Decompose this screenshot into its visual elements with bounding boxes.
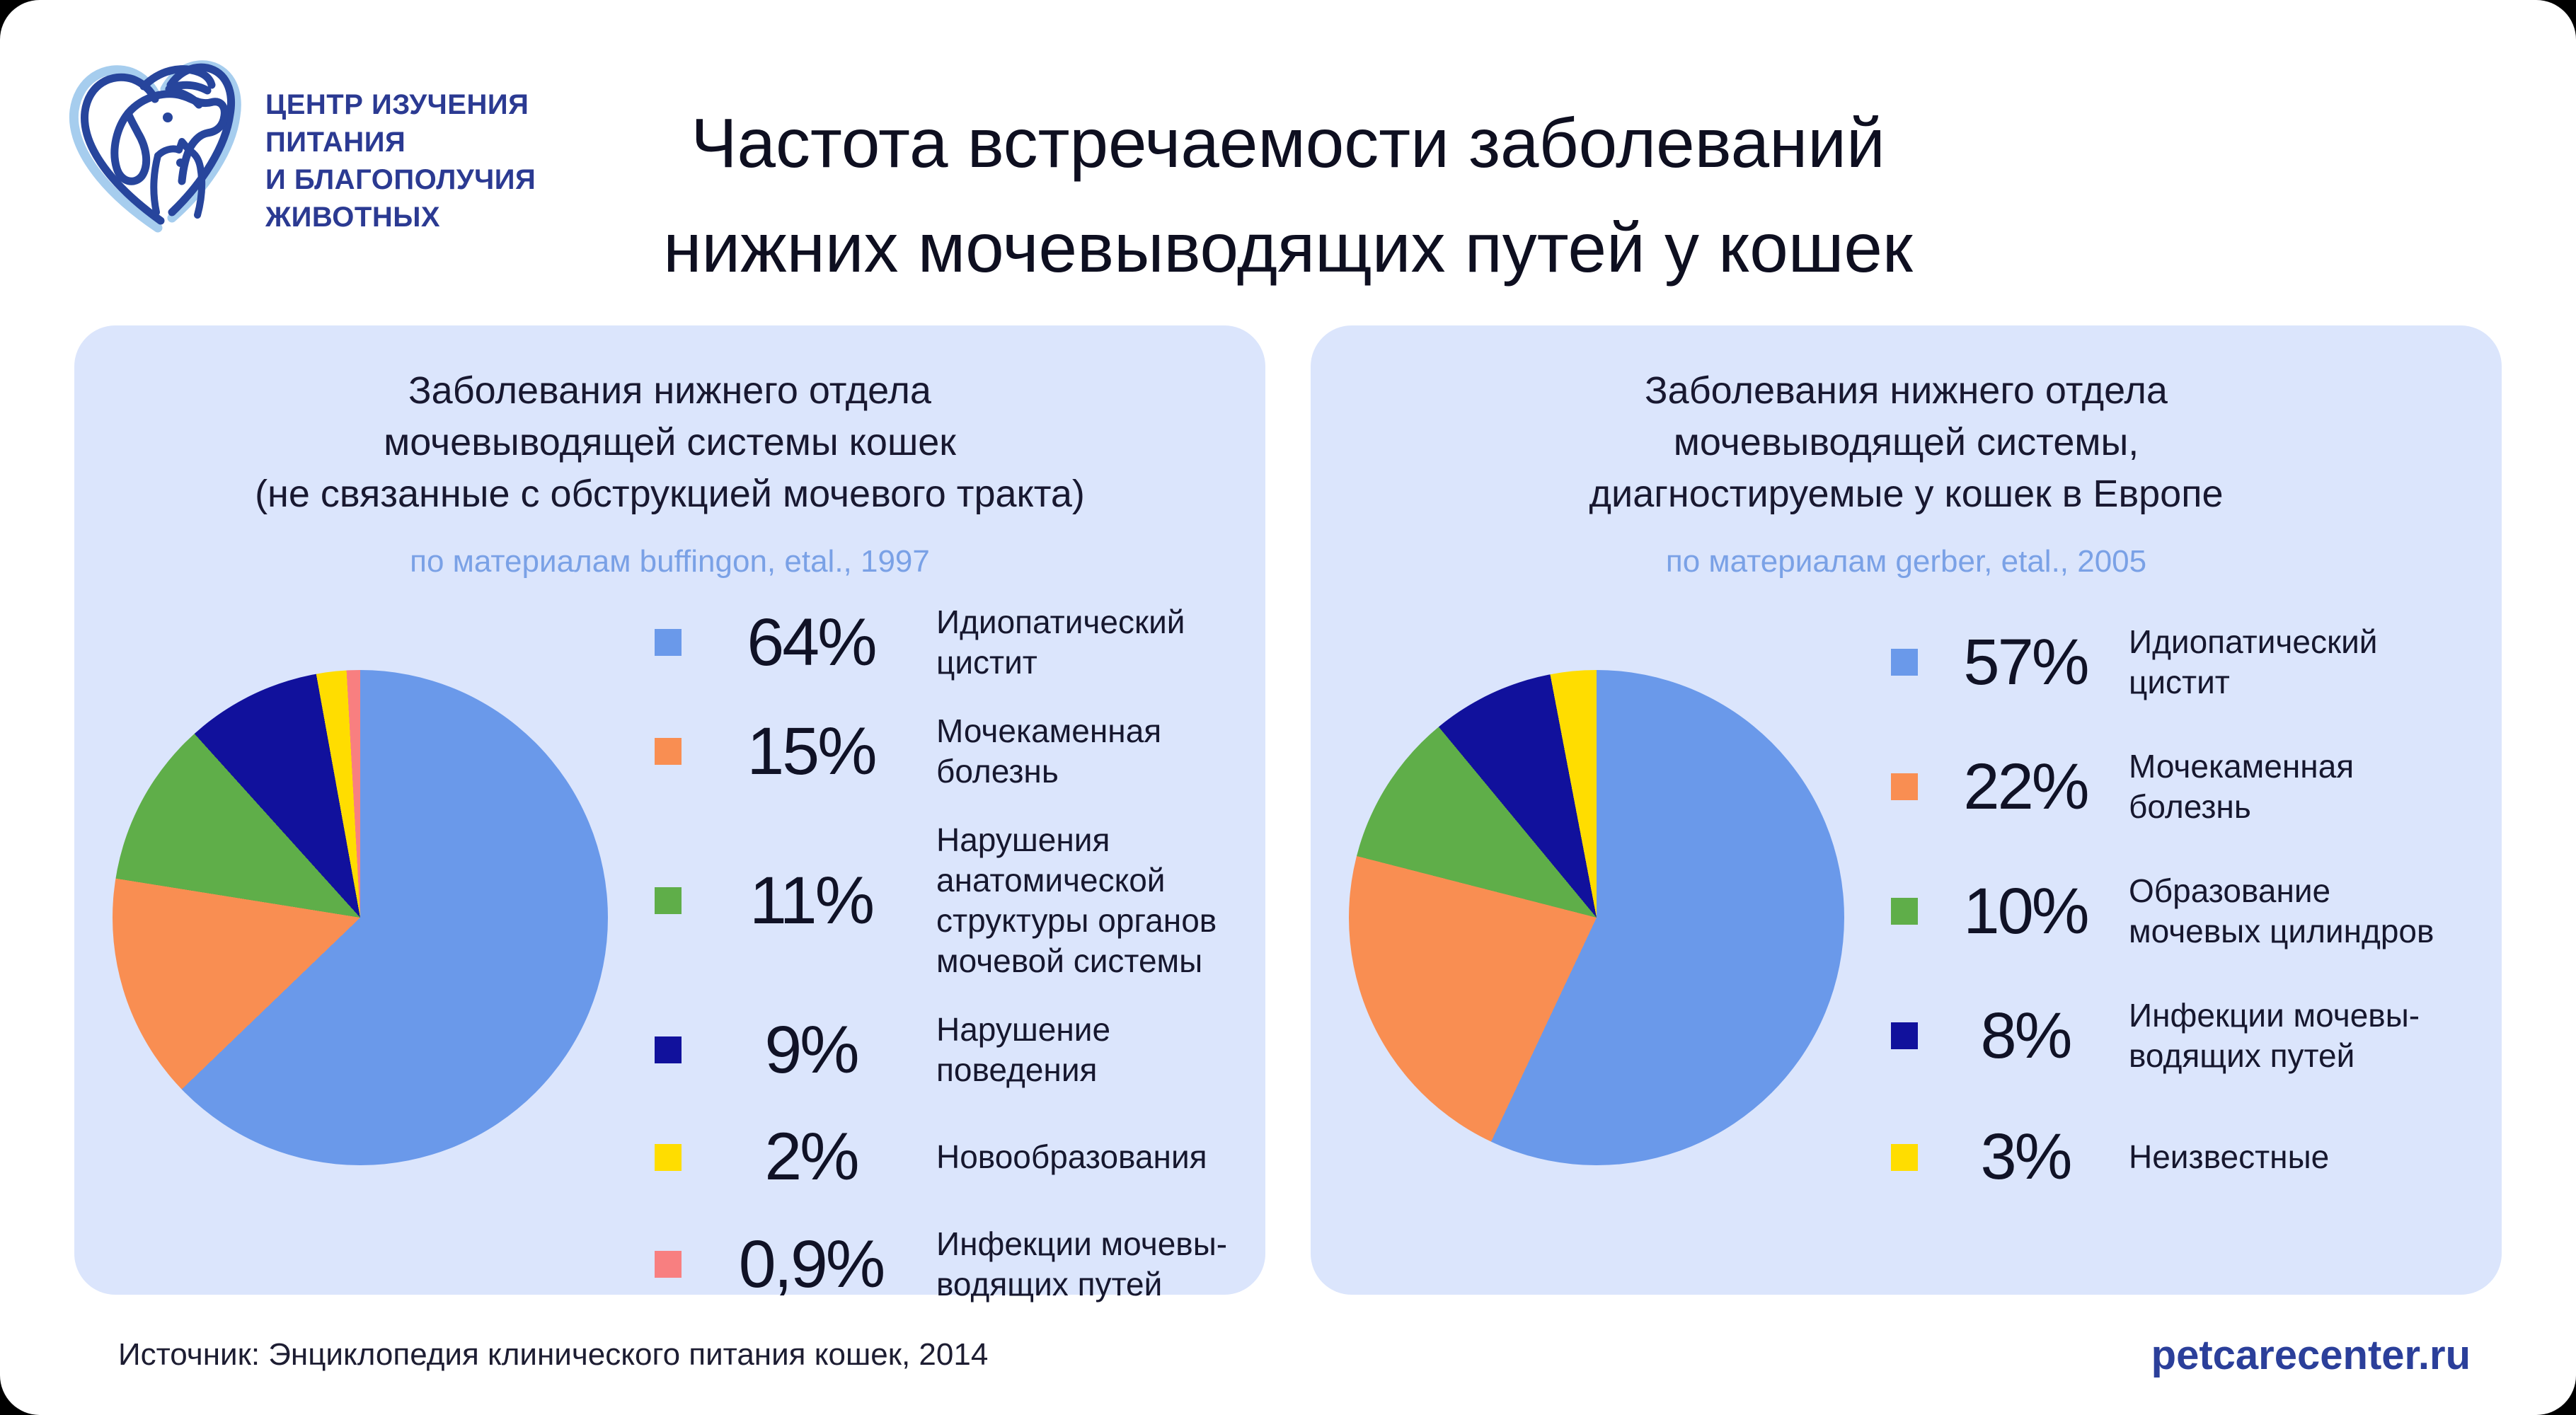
legend-value: 2% (764, 1119, 859, 1194)
pie-chart-left (113, 670, 608, 1165)
panel-right: Заболевания нижнего отдела мочевыводящей… (1311, 325, 2502, 1295)
legend-swatch-green (655, 887, 682, 914)
panel-left: Заболевания нижнего отдела мочевыводящей… (74, 325, 1265, 1303)
legend-value: 57% (1963, 625, 2089, 698)
footer: Источник: Энциклопедия клинического пита… (74, 1295, 2502, 1415)
legend-left: 64% Идиопатический цистит 15% Мочекаменн… (655, 602, 1227, 1305)
logo-text-line: ПИТАНИЯ (265, 127, 406, 158)
legend-label: Инфекции мочевы- водящих путей (936, 1225, 1228, 1303)
logo-heart-pets-icon (69, 60, 241, 233)
legend-item: 11% Нарушения анатомической структуры ор… (655, 820, 1227, 981)
legend-label: Образование мочевых цилиндров (2129, 872, 2434, 949)
panel-left-title-line: мочевыводящей системы кошек (384, 421, 956, 463)
legend-value: 0,9% (738, 1226, 886, 1302)
panel-left-title-line: (не связанные с обструкцией мочевого тра… (255, 473, 1085, 515)
logo-text-line: ЦЕНТР ИЗУЧЕНИЯ (265, 89, 529, 120)
logo-text-line: ЖИВОТНЫХ (265, 202, 441, 233)
legend-value: 9% (764, 1012, 859, 1087)
legend-item: 10% Образование мочевых цилиндров (1891, 871, 2434, 952)
legend-label: Идиопатический цистит (936, 603, 1185, 681)
legend-label: Идиопатический цистит (2129, 623, 2378, 700)
source-text: Источник: Энциклопедия клинического пита… (118, 1337, 989, 1372)
page-title: Частота встречаемости заболеваний нижних… (0, 91, 2576, 300)
logo-text-line: И БЛАГОПОЛУЧИЯ (265, 164, 536, 195)
website-link[interactable]: petcarecenter.ru (2151, 1332, 2471, 1378)
legend-item: 0,9% Инфекции мочевы- водящих путей (655, 1224, 1227, 1305)
legend-value: 22% (1963, 750, 2089, 823)
panel-right-source-note: по материалам gerber, etal., 2005 (1665, 544, 2147, 579)
panel-right-title: Заболевания нижнего отдела мочевыводящей… (1311, 365, 2502, 520)
legend-item: 57% Идиопатический цистит (1891, 622, 2434, 703)
legend-item: 9% Нарушение поведения (655, 1010, 1227, 1090)
legend-swatch-orange (1891, 773, 1918, 800)
logo-text: ЦЕНТР ИЗУЧЕНИЯ ПИТАНИЯ И БЛАГОПОЛУЧИЯ ЖИ… (265, 86, 536, 238)
legend-item: 3% Неизвестные (1891, 1120, 2434, 1194)
legend-right: 57% Идиопатический цистит 22% Мочекаменн… (1891, 622, 2434, 1194)
panel-right-title-line: мочевыводящей системы, (1673, 421, 2139, 463)
charts-row: Заболевания нижнего отдела мочевыводящей… (74, 325, 2502, 1303)
legend-swatch-salmon (655, 1251, 682, 1278)
legend-item: 64% Идиопатический цистит (655, 602, 1227, 683)
panel-left-title: Заболевания нижнего отдела мочевыводящей… (74, 365, 1265, 520)
legend-item: 15% Мочекаменная болезнь (655, 711, 1227, 792)
legend-swatch-navy (655, 1036, 682, 1063)
pie-chart-right (1349, 670, 1844, 1165)
legend-label: Инфекции мочевы- водящих путей (2129, 997, 2420, 1074)
legend-value: 15% (747, 713, 877, 789)
logo: ЦЕНТР ИЗУЧЕНИЯ ПИТАНИЯ И БЛАГОПОЛУЧИЯ ЖИ… (60, 42, 536, 238)
legend-value: 10% (1963, 874, 2089, 947)
legend-label: Мочекаменная болезнь (936, 712, 1162, 790)
legend-label: Новообразования (936, 1138, 1207, 1175)
legend-label: Нарушения анатомической структуры органо… (936, 821, 1217, 979)
legend-swatch-blue (1891, 649, 1918, 676)
legend-swatch-yellow (1891, 1143, 1918, 1171)
legend-value: 3% (1980, 1121, 2073, 1193)
legend-value: 11% (749, 862, 875, 938)
legend-swatch-orange (655, 738, 682, 765)
legend-value: 64% (747, 604, 877, 680)
page-title-line-1: Частота встречаемости заболеваний (691, 104, 1885, 182)
legend-item: 2% Новообразования (655, 1119, 1227, 1196)
legend-item: 22% Мочекаменная болезнь (1891, 746, 2434, 827)
legend-swatch-yellow (655, 1143, 682, 1171)
legend-swatch-green (1891, 898, 1918, 925)
panel-right-content: 57% Идиопатический цистит 22% Мочекаменн… (1311, 579, 2502, 1194)
legend-item: 8% Инфекции мочевы- водящих путей (1891, 995, 2434, 1076)
legend-swatch-navy (1891, 1022, 1918, 1049)
legend-value: 8% (1980, 999, 2073, 1072)
legend-label: Неизвестные (2129, 1138, 2330, 1175)
panel-left-source-note: по материалам buffingon, etal., 1997 (410, 544, 930, 579)
panel-left-content: 64% Идиопатический цистит 15% Мочекаменн… (74, 579, 1265, 1305)
panel-right-title-line: Заболевания нижнего отдела (1645, 369, 2168, 412)
panel-left-title-line: Заболевания нижнего отдела (408, 369, 931, 412)
legend-label: Нарушение поведения (936, 1011, 1111, 1088)
panel-right-title-line: диагностируемые у кошек в Европе (1589, 473, 2224, 515)
page-title-line-2: нижних мочевыводящих путей у кошек (663, 209, 1913, 287)
legend-swatch-blue (655, 629, 682, 656)
legend-label: Мочекаменная болезнь (2129, 748, 2354, 825)
